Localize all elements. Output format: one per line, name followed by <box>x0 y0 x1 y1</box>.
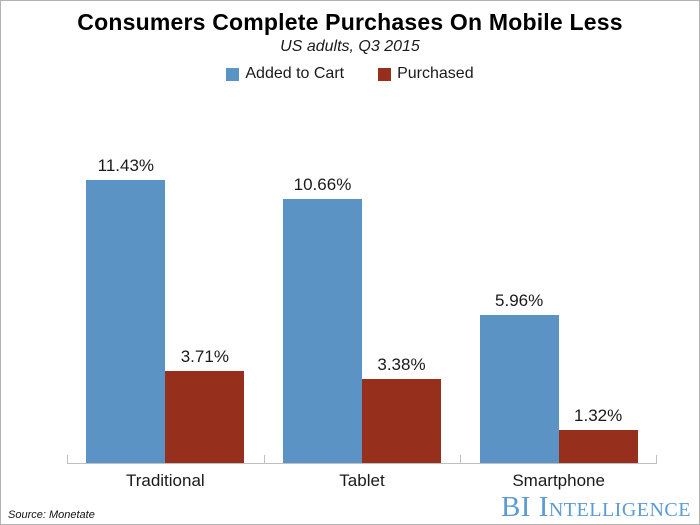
x-axis-label-traditional: Traditional <box>125 471 205 490</box>
axis-tick <box>67 455 68 463</box>
bar-group-smartphone: 5.96% 1.32% <box>460 141 657 463</box>
plot-area: 11.43% 3.71% 10.66% 3.38% 5.96% 1.32% <box>67 141 657 464</box>
purchased-swatch-icon <box>378 67 392 81</box>
bar-value-label: 11.43% <box>97 156 155 175</box>
legend-label: Purchased <box>397 65 474 82</box>
axis-tick <box>263 455 265 463</box>
chart-subtitle: US adults, Q3 2015 <box>280 38 420 55</box>
bar-added-to-cart-traditional: 11.43% <box>86 156 166 463</box>
bar-purchased-traditional: 3.71% <box>165 347 245 463</box>
bar-value-label: 10.66% <box>293 175 352 194</box>
bar-value-label: 3.71% <box>180 347 229 366</box>
source-note: Source: Monetate <box>8 509 95 521</box>
bar-added-to-cart-tablet: 10.66% <box>282 175 362 463</box>
bi-intelligence-logo: BI Intelligence <box>500 491 691 523</box>
x-axis-labels: Traditional Tablet Smartphone <box>67 471 657 491</box>
x-axis-label-tablet: Tablet <box>339 471 385 490</box>
bar-value-label: 3.38% <box>377 355 426 374</box>
axis-tick <box>656 455 657 463</box>
axis-tick <box>460 455 462 463</box>
chart-title: Consumers Complete Purchases On Mobile L… <box>77 9 623 35</box>
bar-group-tablet: 10.66% 3.38% <box>264 141 461 463</box>
bar-added-to-cart-smartphone: 5.96% <box>479 291 559 463</box>
added-to-cart-swatch-icon <box>226 67 240 81</box>
legend-item-purchased: Purchased <box>378 65 474 83</box>
legend-label: Added to Cart <box>245 65 345 82</box>
bar-purchased-smartphone: 1.32% <box>558 406 638 463</box>
bar-value-label: 1.32% <box>574 406 623 425</box>
bar-group-traditional: 11.43% 3.71% <box>67 141 264 463</box>
chart-legend: Added to Cart Purchased <box>1 65 699 83</box>
legend-item-added-to-cart: Added to Cart <box>226 65 344 83</box>
bar-value-label: 5.96% <box>495 291 544 310</box>
bar-purchased-tablet: 3.38% <box>361 355 441 463</box>
x-axis-label-smartphone: Smartphone <box>512 471 605 490</box>
